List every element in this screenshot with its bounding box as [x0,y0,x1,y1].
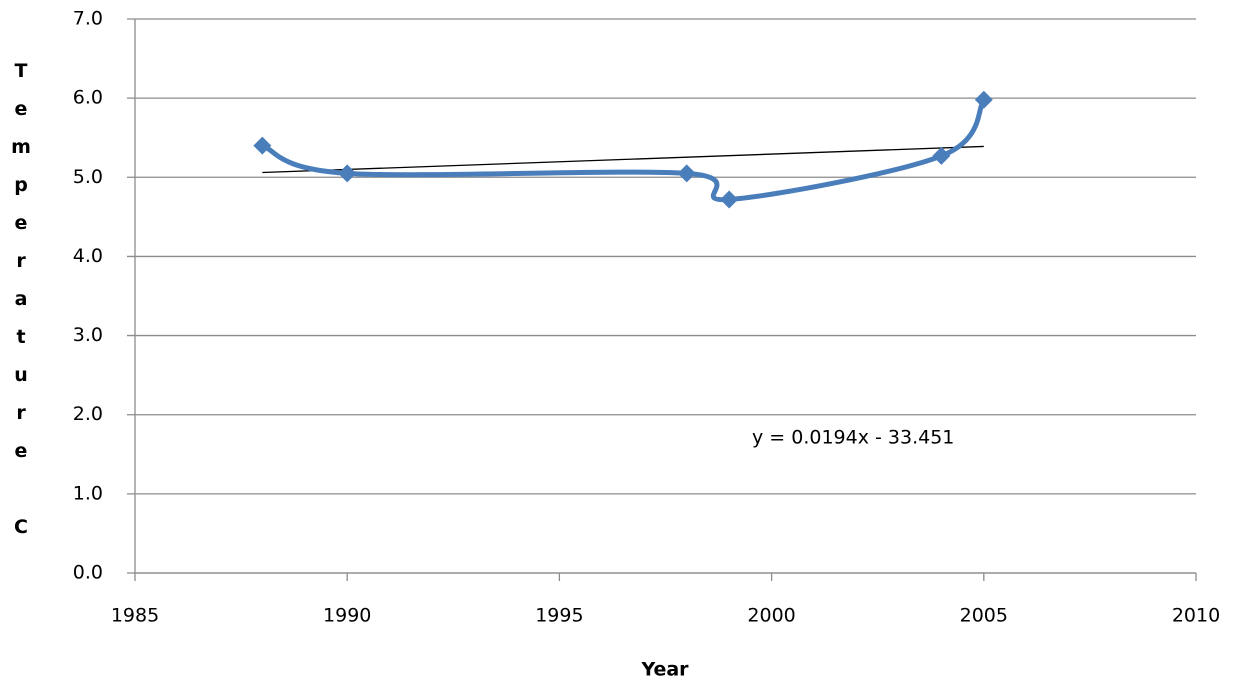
y-tick-label: 5.0 [73,166,103,188]
y-tick-label: 4.0 [73,245,103,267]
data-point [338,164,357,183]
x-tick-label: 1985 [111,605,159,627]
y-tick-label: 6.0 [73,87,103,109]
x-tick-label: 2005 [960,605,1008,627]
data-point [720,190,739,209]
data-point [974,90,993,109]
x-tick-label: 1995 [535,605,583,627]
x-tick-label: 2010 [1172,605,1220,627]
y-tick-label: 2.0 [73,403,103,425]
data-point [253,136,272,155]
x-tick-label: 1990 [323,605,371,627]
y-tick-label: 3.0 [73,324,103,346]
x-axis-title: Year [640,659,689,681]
y-tick-label: 7.0 [73,8,103,30]
x-tick-label: 2000 [747,605,795,627]
trendline [262,145,984,174]
trendline-equation: y = 0.0194x - 33.451 [752,427,954,449]
y-axis-title: Temperature C [10,60,32,554]
data-point [677,164,696,183]
y-tick-label: 0.0 [73,562,103,584]
y-tick-label: 1.0 [73,482,103,504]
data-point [932,146,951,165]
